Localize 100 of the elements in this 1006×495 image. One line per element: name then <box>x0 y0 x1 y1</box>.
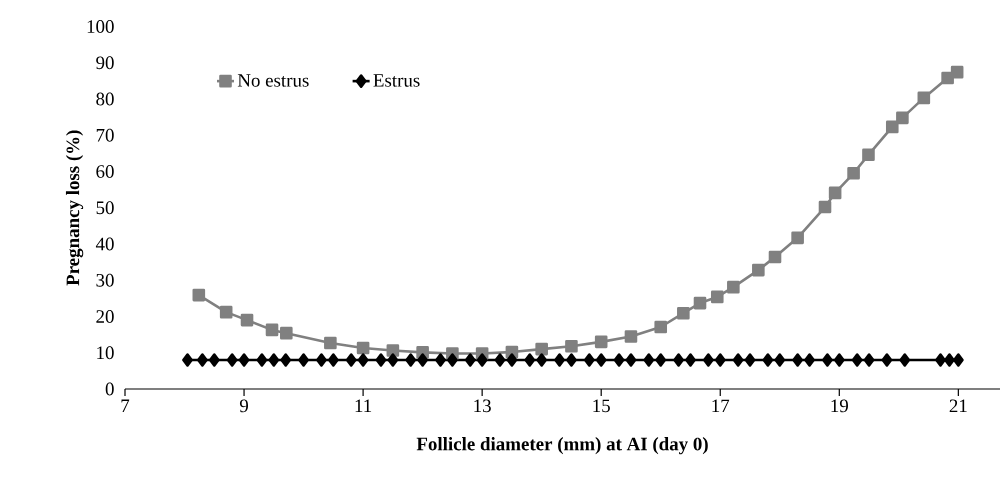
x-tick-label: 7 <box>121 399 130 412</box>
point <box>226 353 238 367</box>
point <box>862 148 875 162</box>
point <box>405 353 417 367</box>
point <box>762 353 774 367</box>
point <box>885 120 899 134</box>
point <box>752 263 765 277</box>
x-tick-label: 13 <box>474 399 491 413</box>
point <box>774 353 786 367</box>
point <box>768 250 782 264</box>
point <box>357 353 369 367</box>
x-tick-label: 17 <box>712 399 730 413</box>
point <box>265 323 279 337</box>
y-tick-label: 100 <box>87 20 114 33</box>
legend-label: No estrus <box>237 74 309 87</box>
point <box>238 353 250 367</box>
point <box>896 111 909 125</box>
point <box>818 200 832 214</box>
point <box>833 353 845 367</box>
point <box>613 353 625 367</box>
point <box>298 353 309 367</box>
point <box>935 353 946 367</box>
y-tick-label: 40 <box>95 237 114 251</box>
point <box>881 353 893 367</box>
point <box>316 353 327 367</box>
point <box>941 71 954 85</box>
x-tick-label: 19 <box>831 399 848 413</box>
y-tick-label: 60 <box>96 165 114 178</box>
point <box>673 353 684 367</box>
point <box>494 353 506 367</box>
point <box>917 91 931 105</box>
point <box>792 353 804 367</box>
point <box>654 320 668 334</box>
y-tick-label: 70 <box>96 128 114 142</box>
point <box>655 353 667 367</box>
legend-label: Estrus <box>373 74 420 87</box>
point <box>524 353 536 367</box>
point <box>710 290 724 304</box>
point <box>464 353 476 367</box>
point <box>685 353 696 367</box>
point <box>435 353 446 367</box>
point <box>714 353 726 367</box>
y-tick-label: 50 <box>96 201 114 215</box>
point <box>256 353 268 367</box>
y-tick-label: 30 <box>96 273 114 287</box>
point <box>943 353 955 367</box>
point <box>327 353 339 367</box>
point <box>851 353 863 367</box>
x-axis-title: Follicle diameter (mm) at AI (day 0) <box>416 437 708 455</box>
x-tick-label: 15 <box>593 399 610 413</box>
point <box>643 353 655 367</box>
point <box>356 341 370 355</box>
y-tick-label: 90 <box>96 56 114 70</box>
point <box>386 344 400 357</box>
y-tick-label: 80 <box>96 92 114 106</box>
x-tick-label: 9 <box>239 399 249 413</box>
point <box>324 336 337 350</box>
point <box>566 353 577 367</box>
point <box>219 305 233 319</box>
y-axis-title: Pregnancy loss (%) <box>65 130 84 286</box>
x-tick-label: 21 <box>949 399 967 413</box>
point <box>693 296 707 310</box>
point <box>727 280 740 294</box>
point <box>536 353 548 367</box>
point <box>624 330 638 343</box>
point <box>268 353 280 367</box>
point <box>702 353 714 367</box>
point <box>732 353 744 367</box>
point <box>196 353 208 367</box>
point <box>446 353 458 367</box>
point <box>744 353 756 367</box>
point <box>791 231 804 245</box>
point <box>506 353 518 367</box>
point <box>677 306 690 320</box>
point <box>375 353 387 367</box>
y-tick-label: 0 <box>105 382 114 396</box>
point <box>950 65 964 79</box>
y-tick-label: 10 <box>97 346 114 360</box>
y-tick-label: 20 <box>96 310 114 323</box>
point <box>476 353 488 367</box>
point <box>417 353 429 367</box>
point <box>583 353 595 367</box>
point <box>280 326 293 340</box>
point <box>595 353 607 367</box>
point <box>863 353 875 367</box>
x-tick-label: 11 <box>355 399 372 413</box>
point <box>535 342 548 356</box>
point <box>240 313 254 327</box>
point <box>821 353 833 367</box>
point <box>208 353 220 367</box>
point <box>554 353 565 367</box>
point <box>847 167 860 180</box>
point <box>565 339 578 353</box>
point <box>280 353 292 367</box>
point <box>804 353 815 367</box>
point <box>182 353 193 367</box>
point <box>345 353 357 367</box>
point <box>192 288 206 302</box>
point <box>828 186 842 200</box>
point <box>899 353 911 367</box>
